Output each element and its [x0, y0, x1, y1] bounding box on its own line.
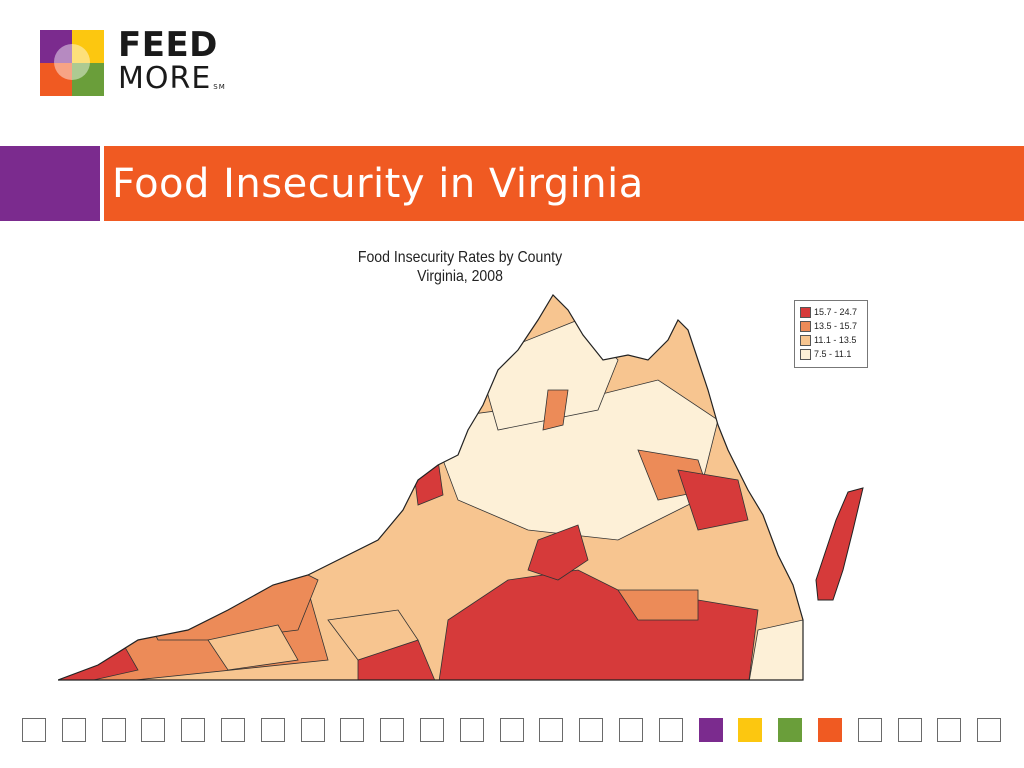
legend-swatch [800, 348, 811, 360]
legend-swatch [800, 306, 811, 318]
map-title: Food Insecurity Rates by County Virginia… [357, 249, 563, 285]
footer-square [897, 718, 922, 742]
virginia-county-map [58, 240, 920, 688]
footer-square [459, 718, 484, 742]
title-banner: Food Insecurity in Virginia [0, 146, 1024, 221]
footer-square [937, 718, 962, 742]
footer-square [499, 718, 524, 742]
footer-square-row [22, 718, 1012, 744]
footer-square [221, 718, 245, 742]
footer-square [778, 718, 803, 742]
footer-square [260, 718, 285, 742]
footer-square [738, 718, 763, 742]
banner-purple-block [0, 146, 100, 221]
footer-square [141, 718, 166, 742]
footer-square [619, 718, 643, 742]
legend-item: 13.5 - 15.7 [800, 320, 857, 332]
legend-swatch [800, 334, 811, 346]
footer-square [101, 718, 126, 742]
banner-orange-bar [104, 146, 1024, 221]
feed-more-logo: FEED MORE SM [40, 25, 250, 100]
footer-square [579, 718, 604, 742]
footer-square [61, 718, 86, 742]
legend-item: 11.1 - 13.5 [800, 334, 856, 346]
footer-square [300, 718, 325, 742]
footer-square [340, 718, 365, 742]
logo-mark-icon [40, 30, 104, 96]
footer-square [420, 718, 444, 742]
slide-title: Food Insecurity in Virginia [112, 161, 644, 207]
footer-square [539, 718, 564, 742]
footer-square [857, 718, 882, 742]
footer-square [22, 718, 46, 742]
logo-wordmark: FEED MORE SM [118, 25, 226, 96]
footer-square [658, 718, 683, 742]
legend-item: 15.7 - 24.7 [800, 306, 857, 318]
footer-square [181, 718, 206, 742]
map-legend: 15.7 - 24.7 13.5 - 15.7 11.1 - 13.5 7.5 … [794, 300, 868, 368]
footer-square [380, 718, 405, 742]
legend-item: 7.5 - 11.1 [800, 348, 851, 360]
footer-square [977, 718, 1002, 742]
legend-swatch [800, 320, 811, 332]
footer-square [818, 718, 842, 742]
footer-square [698, 718, 723, 742]
